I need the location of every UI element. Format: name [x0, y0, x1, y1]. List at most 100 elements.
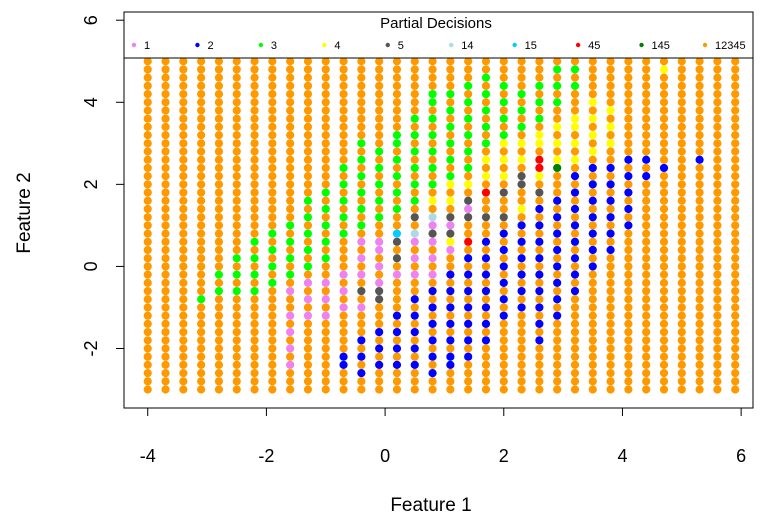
point-12345	[250, 344, 259, 353]
point-12345	[642, 295, 651, 304]
point-12345	[286, 336, 295, 345]
point-12345	[481, 229, 491, 238]
point-12345	[713, 65, 722, 74]
point-12345	[286, 229, 295, 238]
point-12345	[517, 352, 526, 361]
point-12345	[303, 81, 313, 90]
point-12345	[428, 204, 437, 214]
point-12345	[250, 196, 259, 205]
point-12345	[357, 196, 366, 205]
point-12345	[392, 196, 402, 205]
point-12345	[517, 57, 526, 66]
point-3	[250, 270, 259, 279]
point-12345	[268, 147, 277, 156]
point-12345	[659, 385, 669, 394]
point-12345	[339, 114, 348, 123]
point-12345	[143, 270, 152, 279]
point-12345	[517, 319, 526, 328]
point-12345	[731, 114, 740, 123]
point-12345	[339, 73, 348, 82]
point-12345	[286, 204, 295, 214]
point-14	[410, 229, 419, 238]
point-12345	[339, 106, 348, 115]
point-2	[535, 286, 544, 296]
point-12345	[214, 237, 224, 246]
point-3	[268, 262, 277, 271]
point-12345	[588, 336, 597, 345]
point-12345	[731, 73, 740, 82]
point-12345	[481, 65, 491, 74]
point-12345	[375, 73, 384, 82]
point-12345	[303, 155, 313, 164]
point-2	[464, 319, 473, 328]
point-12345	[303, 131, 313, 140]
point-12345	[606, 254, 615, 263]
point-2	[481, 254, 491, 263]
point-12345	[197, 81, 206, 90]
point-12345	[214, 344, 224, 353]
y-tick-label: 6	[81, 15, 101, 25]
point-12345	[677, 188, 686, 197]
point-2	[464, 303, 473, 312]
point-12345	[659, 155, 669, 164]
point-12345	[286, 262, 295, 271]
point-12345	[286, 114, 295, 123]
point-12345	[286, 377, 295, 386]
point-12345	[570, 245, 580, 255]
point-12345	[143, 369, 152, 378]
point-12345	[517, 131, 526, 140]
point-12345	[731, 286, 740, 296]
point-2	[375, 344, 384, 353]
point-12345	[392, 278, 402, 287]
point-12345	[464, 327, 473, 337]
point-12345	[695, 213, 704, 222]
legend-marker-3	[258, 42, 264, 48]
point-12345	[321, 344, 330, 353]
point-2	[606, 180, 615, 189]
point-12345	[303, 286, 313, 296]
point-3	[392, 172, 402, 181]
point-12345	[410, 385, 419, 394]
point-12345	[303, 163, 313, 173]
point-12345	[179, 229, 188, 238]
point-12345	[517, 295, 526, 304]
point-12345	[517, 163, 526, 173]
point-12345	[695, 262, 704, 271]
point-12345	[731, 377, 740, 386]
point-12345	[677, 65, 686, 74]
point-12345	[553, 73, 562, 82]
point-12345	[677, 311, 686, 320]
point-12345	[321, 303, 330, 312]
point-12345	[143, 303, 152, 312]
point-3	[428, 180, 437, 189]
point-12345	[143, 327, 152, 337]
point-12345	[321, 114, 330, 123]
point-12345	[161, 245, 170, 255]
point-12345	[677, 385, 686, 394]
point-12345	[232, 114, 241, 123]
point-2	[570, 254, 580, 263]
point-12345	[677, 204, 686, 214]
point-12345	[731, 295, 740, 304]
point-12345	[410, 122, 419, 131]
legend-marker-2	[195, 42, 200, 48]
point-12345	[464, 295, 473, 304]
point-12345	[143, 311, 152, 320]
point-4	[588, 114, 597, 123]
point-12345	[624, 114, 633, 123]
point-4	[446, 180, 455, 189]
point-12345	[214, 139, 224, 148]
point-12345	[428, 81, 437, 90]
point-12345	[695, 147, 704, 156]
point-2	[659, 163, 669, 173]
point-12345	[624, 98, 633, 107]
point-12345	[286, 131, 295, 140]
point-12345	[713, 327, 722, 337]
point-12345	[392, 98, 402, 107]
point-12345	[339, 89, 348, 99]
point-12345	[481, 311, 491, 320]
point-12345	[161, 352, 170, 361]
point-12345	[517, 73, 526, 82]
point-12345	[570, 327, 580, 337]
point-12345	[535, 327, 544, 337]
